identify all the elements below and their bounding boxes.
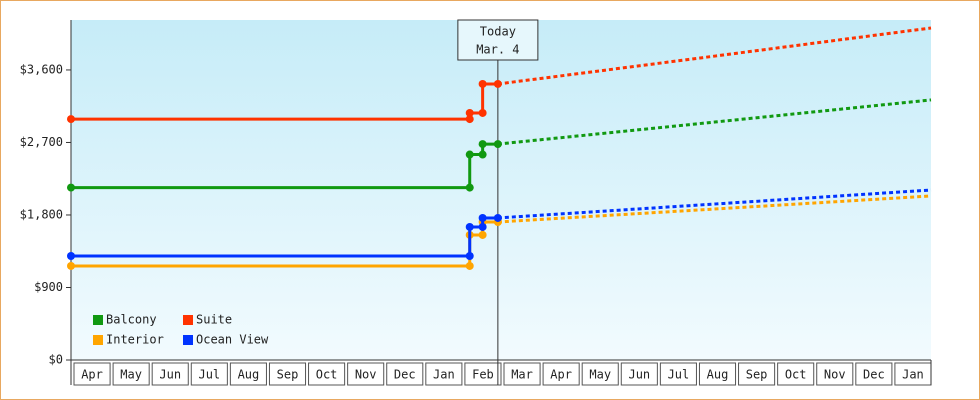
x-tick-label: Nov [355,368,377,382]
data-point [465,150,474,159]
month-box [855,362,893,386]
month-box [386,362,424,386]
legend-label: Interior [106,333,164,347]
data-point [478,213,487,222]
data-point [493,213,502,222]
data-point [67,183,75,192]
data-point [478,150,487,159]
x-tick-label: Aug [238,368,260,382]
month-box [425,362,463,386]
x-tick-label: Sep [277,368,299,382]
month-box [659,362,697,386]
x-tick-label: Apr [81,368,103,382]
x-tick-label: Apr [550,368,572,382]
x-tick-label: Jan [433,368,455,382]
x-tick-label: Dec [863,368,885,382]
plot-area [71,20,931,360]
y-tick-label: $0 [49,353,63,367]
data-point [465,251,474,260]
data-point [478,230,487,239]
x-tick-label: Jul [668,368,690,382]
x-tick-label: Oct [316,368,338,382]
y-tick-label: $2,700 [20,135,63,149]
month-box [229,362,267,386]
data-point [465,222,474,231]
today-label: Today [480,25,516,39]
x-tick-label: Jun [159,368,181,382]
month-box [620,362,658,386]
x-tick-label: Aug [707,368,729,382]
month-box [112,362,150,386]
data-point [478,108,487,117]
x-tick-label: Jul [198,368,220,382]
legend-swatch [183,335,193,345]
forecast-line [497,194,932,224]
forecast-line [497,98,932,146]
legend-swatch [93,335,103,345]
data-point [478,140,487,149]
legend-label: Ocean View [196,333,269,347]
x-tick-label: Oct [785,368,807,382]
data-point [478,79,487,88]
month-box [738,362,776,386]
legend-swatch [93,315,103,325]
y-tick-label: $3,600 [20,62,63,76]
x-tick-label: May [120,368,142,382]
month-box [698,362,737,386]
forecast-line [497,188,932,220]
forecast-line [497,26,932,86]
x-tick-label: Feb [472,368,494,382]
month-box [503,362,541,386]
month-box [190,362,228,386]
month-box [268,362,307,386]
x-tick-label: Nov [824,368,846,382]
x-tick-label: Jun [628,368,650,382]
data-point [67,261,75,270]
month-box [464,362,502,386]
month-box [347,362,385,386]
x-tick-label: Mar [511,368,533,382]
month-box [816,362,854,386]
month-box [151,362,189,386]
month-box [73,362,111,386]
today-date: Mar. 4 [476,43,519,57]
data-point [465,183,474,192]
x-tick-label: Dec [394,368,416,382]
y-tick-label: $900 [34,280,63,294]
y-tick-label: $1,800 [20,207,63,221]
data-point [465,115,474,124]
data-point [465,108,474,117]
month-box [542,362,580,386]
x-tick-label: May [589,368,611,382]
legend-label: Suite [196,313,232,327]
x-tick-label: Jan [902,368,924,382]
month-box [777,362,815,386]
month-box [308,362,346,386]
data-point [493,140,502,149]
data-point [67,115,75,124]
data-point [478,222,487,231]
data-point [493,79,502,88]
month-box [581,362,619,386]
data-point [67,251,75,260]
legend-swatch [183,315,193,325]
today-box [457,19,539,61]
x-tick-label: Sep [746,368,768,382]
data-point [465,261,474,270]
legend-label: Balcony [106,313,157,327]
